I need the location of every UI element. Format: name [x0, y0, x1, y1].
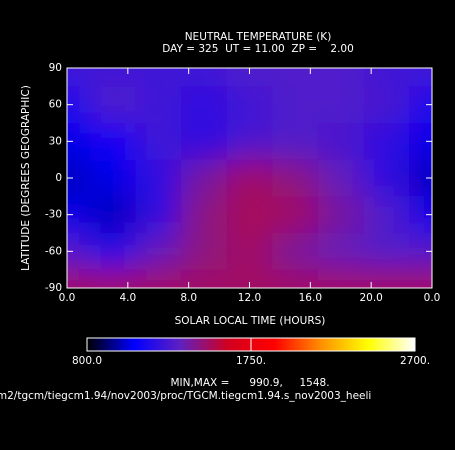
- y-tick-label: 90: [49, 62, 62, 74]
- heatmap-cell: [363, 123, 410, 160]
- heatmap-cell: [272, 269, 318, 288]
- min-max: MIN,MAX = 990.9, 1548.: [170, 377, 329, 389]
- colorbar-tick-label: 800.0: [72, 355, 102, 367]
- heatmap-cell: [67, 159, 90, 197]
- heatmap-cell: [409, 123, 432, 160]
- plot-area: [67, 68, 432, 288]
- heatmap-cell: [67, 269, 90, 288]
- x-tick-label: 8.0: [180, 292, 197, 304]
- heatmap-cell: [135, 123, 182, 160]
- y-tick-label: 60: [49, 99, 62, 111]
- heatmap-cell: [67, 196, 90, 233]
- heatmap-cell: [409, 196, 432, 233]
- footer-path: /aim2/tgcm/tiegcm1.94/nov2003/proc/TGCM.…: [0, 390, 371, 402]
- heatmap-cell: [363, 68, 410, 87]
- heatmap-cell: [363, 159, 410, 197]
- y-tick-label: -90: [45, 282, 62, 294]
- heatmap-cell: [363, 86, 410, 123]
- heatmap-cell: [89, 233, 136, 270]
- heatmap-cell: [135, 86, 182, 123]
- heatmap-cell: [226, 233, 273, 270]
- heatmap-cell: [317, 68, 364, 87]
- heatmap-cell: [67, 86, 90, 123]
- heatmap-cell: [317, 269, 364, 288]
- heatmap-cell: [272, 196, 318, 233]
- y-tick-label: -60: [45, 245, 62, 257]
- heatmap-cell: [409, 269, 432, 288]
- heatmap-cell: [409, 86, 432, 123]
- heatmap-cell: [135, 233, 182, 270]
- heatmap-cell: [272, 86, 318, 123]
- y-axis-label: LATITUDE (DEGREES GEOGRAPHIC): [20, 85, 32, 271]
- colorbar-tick-label: 2700.: [400, 355, 430, 367]
- heatmap-cell: [226, 159, 273, 197]
- heatmap-cell: [409, 68, 432, 87]
- heatmap-cell: [181, 68, 227, 87]
- heatmap-cell: [317, 123, 364, 160]
- heatmap-cell: [363, 233, 410, 270]
- colorbar-tick-label: 1750.: [236, 355, 266, 367]
- heatmap-cell: [181, 159, 227, 197]
- heatmap-cell: [272, 123, 318, 160]
- heatmap-cell: [181, 196, 227, 233]
- heatmap-cell: [317, 196, 364, 233]
- heatmap-cell: [67, 123, 90, 160]
- y-tick-label: 30: [49, 135, 62, 147]
- heatmap-cell: [272, 68, 318, 87]
- heatmap-cell: [226, 68, 273, 87]
- y-tick-label: 0: [55, 172, 62, 184]
- heatmap-cell: [226, 86, 273, 123]
- heatmap-cell: [135, 68, 182, 87]
- heatmap-cell: [317, 159, 364, 197]
- y-tick-label: -30: [45, 209, 62, 221]
- x-tick-label: 4.0: [119, 292, 136, 304]
- heatmap-cell: [89, 68, 136, 87]
- heatmap-cell: [89, 196, 136, 233]
- heatmap-cell: [135, 159, 182, 197]
- heatmap-cell: [89, 123, 136, 160]
- heatmap-cell: [226, 269, 273, 288]
- heatmap-cell: [181, 233, 227, 270]
- x-tick-label: 20.0: [359, 292, 382, 304]
- heatmap-cell: [317, 233, 364, 270]
- heatmap-cell: [89, 269, 136, 288]
- x-tick-label: 16.0: [299, 292, 322, 304]
- heatmap-cell: [272, 159, 318, 197]
- heatmap-cell: [89, 159, 136, 197]
- heatmap-cell: [181, 86, 227, 123]
- heatmap-cell: [181, 269, 227, 288]
- heatmap-cell: [89, 86, 136, 123]
- heatmap-cell: [226, 123, 273, 160]
- heatmap-cell: [363, 269, 410, 288]
- heatmap-cell: [409, 159, 432, 197]
- heatmap-cell: [317, 86, 364, 123]
- x-tick-label: 0.0: [59, 292, 76, 304]
- heatmap-cell: [226, 196, 273, 233]
- heatmap-cell: [67, 68, 90, 87]
- x-tick-label: 12.0: [238, 292, 261, 304]
- heatmap-cell: [181, 123, 227, 160]
- heatmap-cell: [363, 196, 410, 233]
- heatmap-cell: [135, 196, 182, 233]
- heatmap-cell: [409, 233, 432, 270]
- x-axis-label: SOLAR LOCAL TIME (HOURS): [175, 315, 326, 327]
- heatmap-cell: [135, 269, 182, 288]
- heatmap-cell: [67, 233, 90, 270]
- heatmap-cells: [67, 68, 432, 288]
- x-tick-label: 0.0: [424, 292, 441, 304]
- chart-subtitle: DAY = 325 UT = 11.00 ZP = 2.00: [162, 43, 354, 55]
- heatmap-cell: [272, 233, 318, 270]
- chart-title: NEUTRAL TEMPERATURE (K): [185, 31, 332, 43]
